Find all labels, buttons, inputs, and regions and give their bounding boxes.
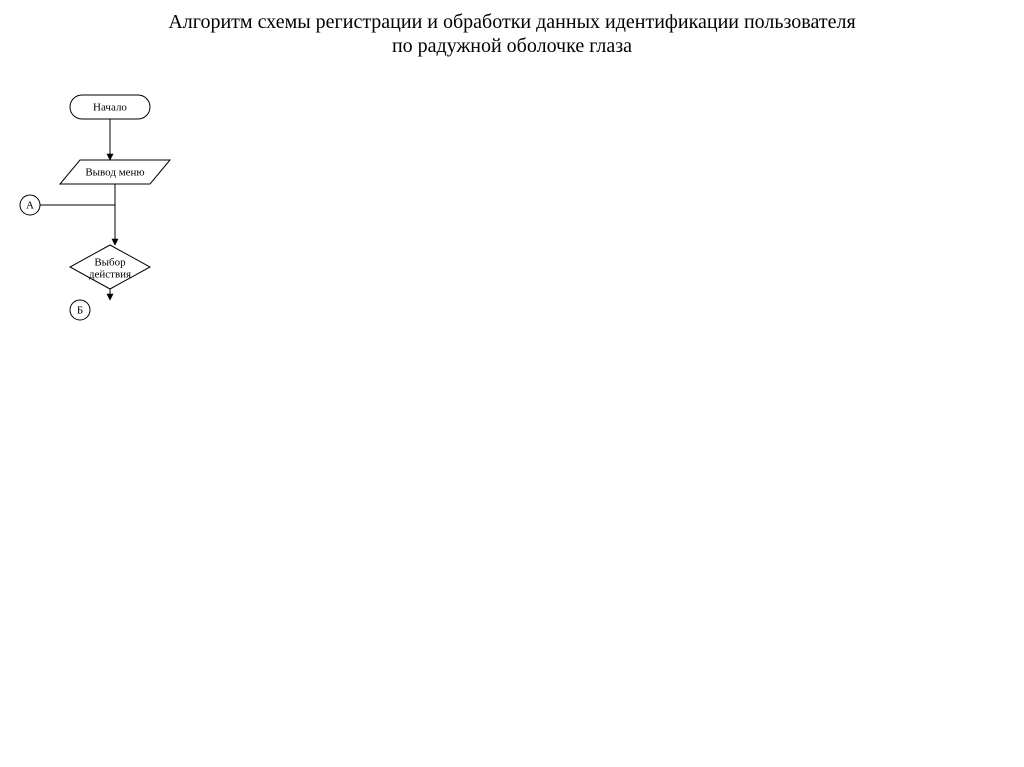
flowchart-diagram: Алгоритм схемы регистрации и обработки д… xyxy=(0,0,1024,767)
svg-text:Вывод меню: Вывод меню xyxy=(85,167,144,179)
svg-text:Алгоритм схемы регистрации и о: Алгоритм схемы регистрации и обработки д… xyxy=(168,11,855,33)
svg-text:действия: действия xyxy=(89,269,131,281)
svg-text:по радужной оболочке глаза: по радужной оболочке глаза xyxy=(392,35,632,57)
svg-text:Выбор: Выбор xyxy=(94,257,126,269)
svg-text:Б: Б xyxy=(77,305,83,317)
svg-text:Начало: Начало xyxy=(93,102,127,114)
svg-text:А: А xyxy=(26,200,34,212)
